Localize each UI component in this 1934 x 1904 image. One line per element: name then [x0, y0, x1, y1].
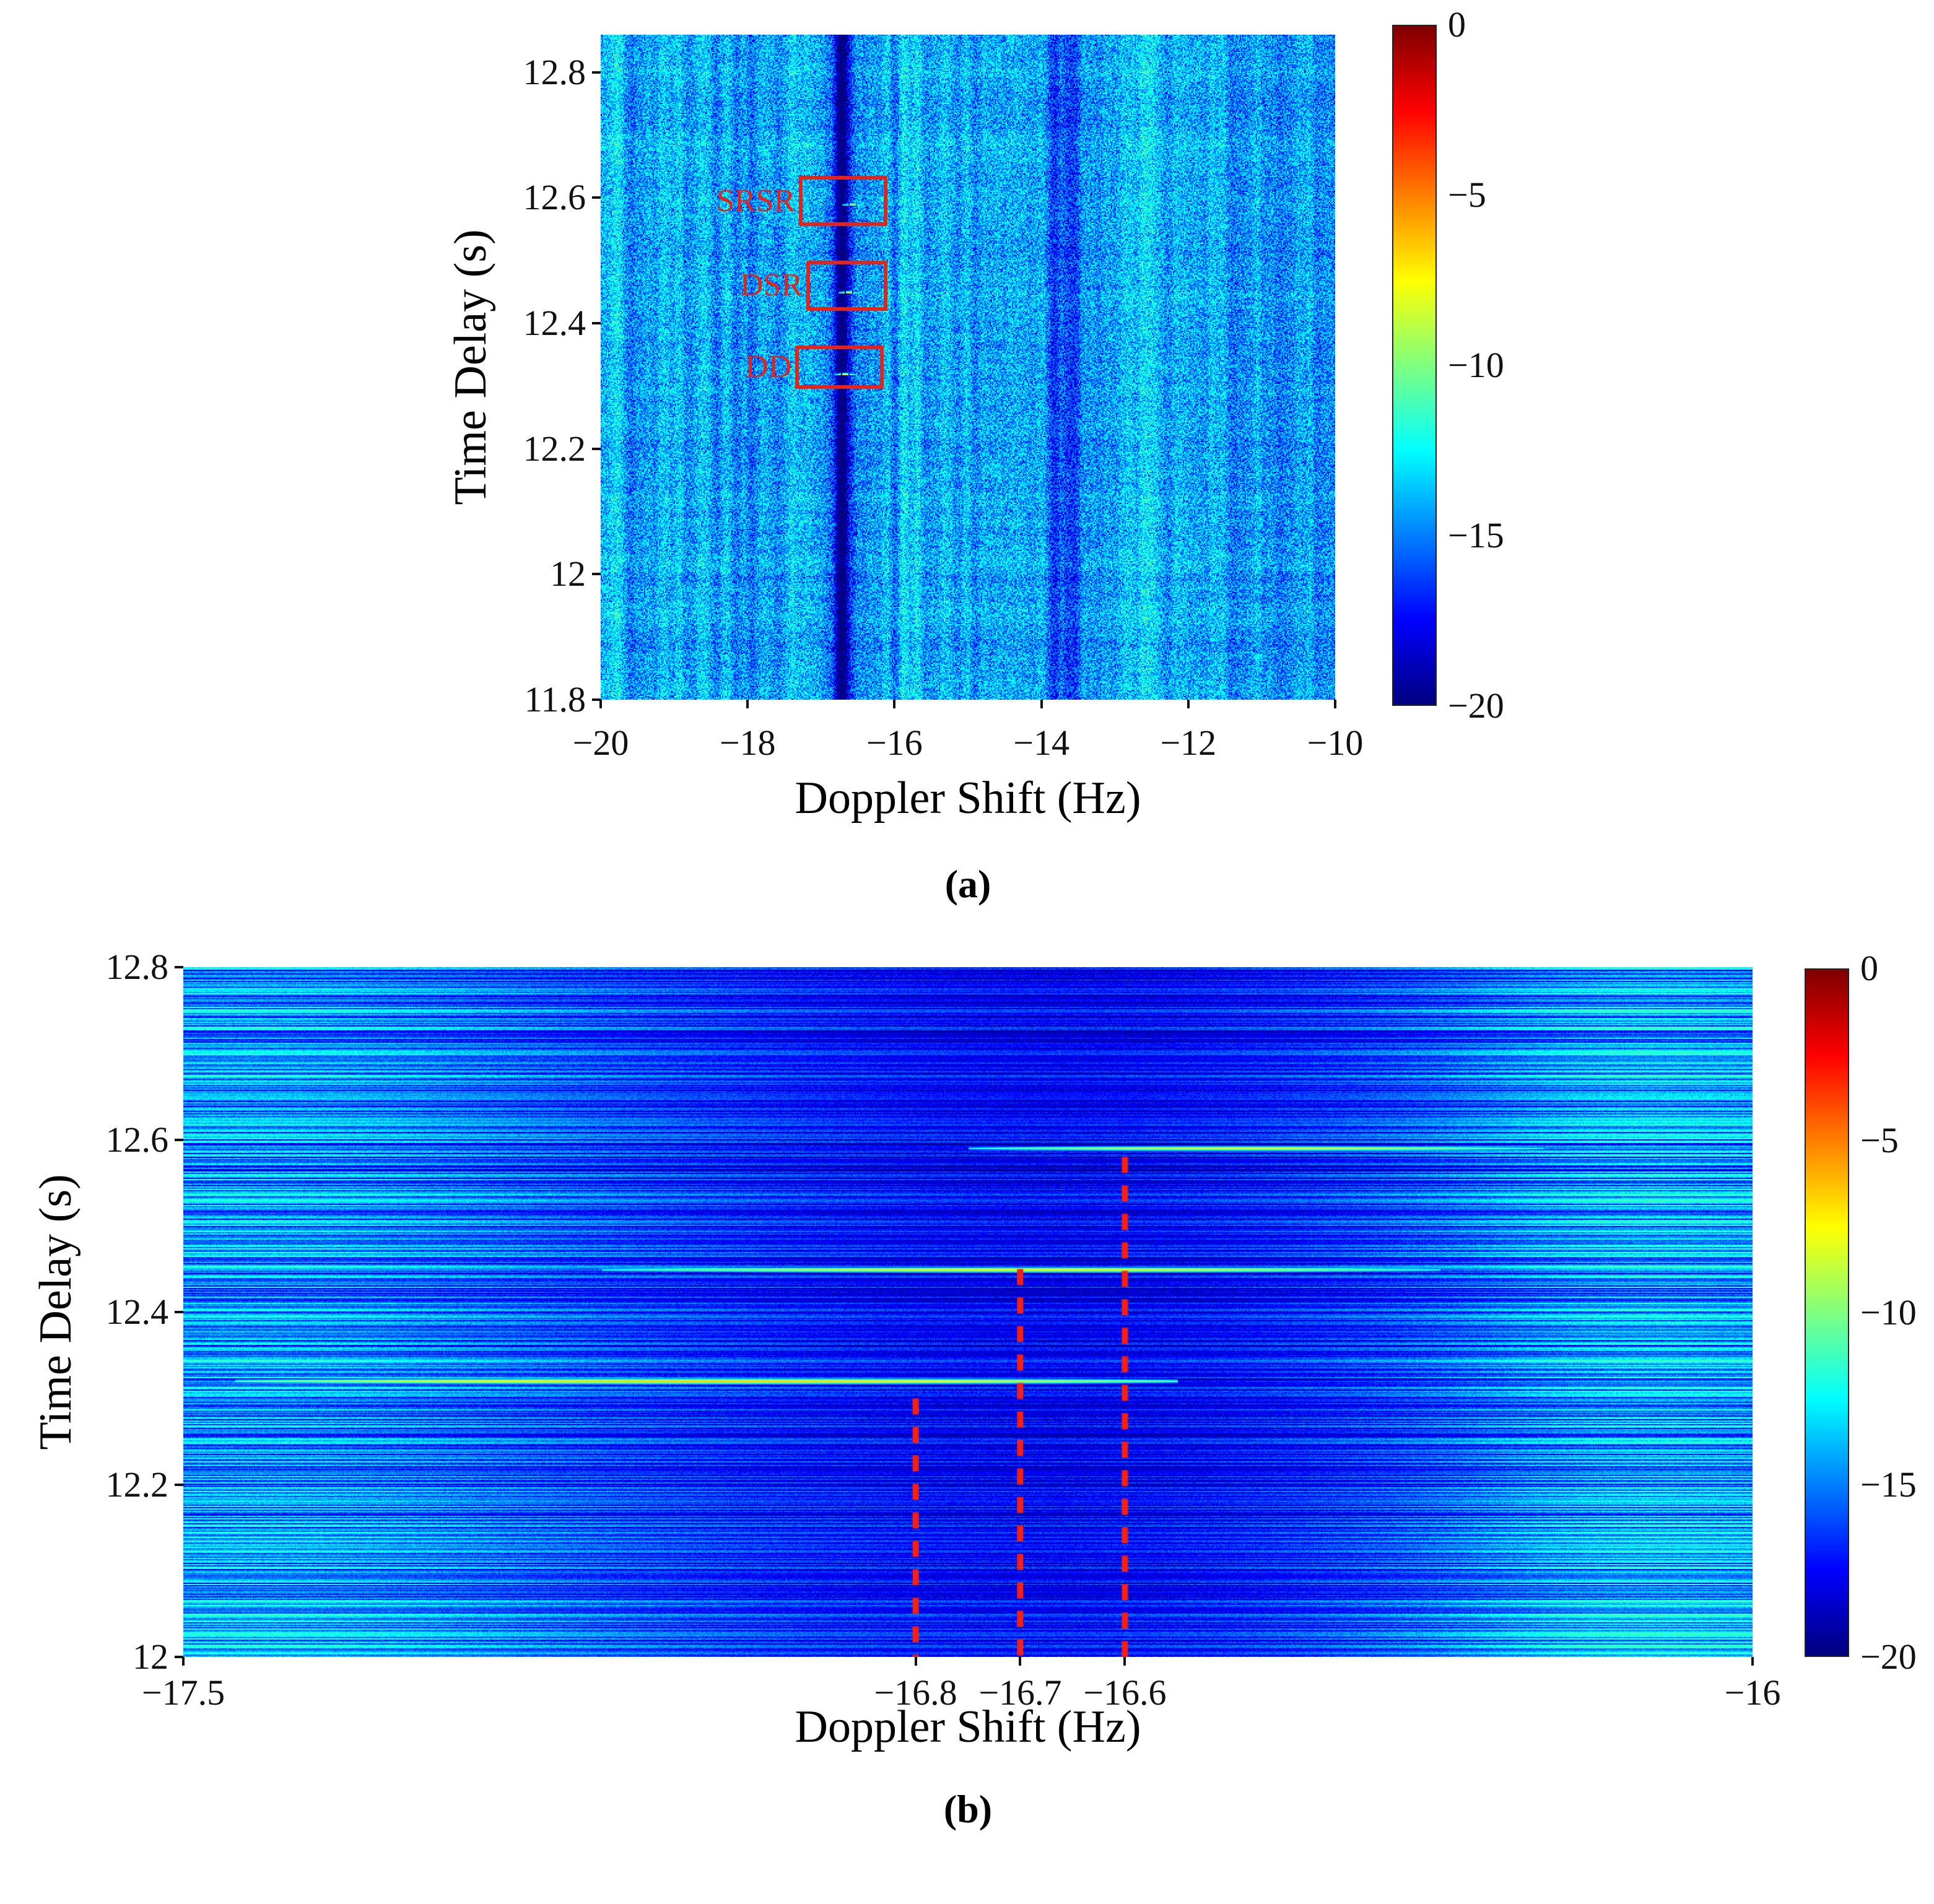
- colorbar-tick-label: −5: [1860, 1120, 1899, 1160]
- x-tick-mark: [893, 700, 896, 708]
- x-tick-mark: [182, 1657, 185, 1666]
- y-tick-label: 11.8: [524, 679, 586, 719]
- y-tick-label: 12.2: [523, 428, 586, 469]
- colorbar-tick-label: −15: [1448, 515, 1504, 555]
- y-tick-label: 12.6: [523, 177, 586, 218]
- x-tick-mark: [1187, 700, 1190, 708]
- colorbar-tick-label: −10: [1860, 1292, 1917, 1332]
- colorbar-panel-a: [1392, 25, 1437, 706]
- x-tick-mark: [746, 700, 749, 708]
- annotation-label-dd: DD: [745, 349, 792, 385]
- colorbar-tick-label: −20: [1448, 685, 1504, 726]
- y-tick-mark: [592, 698, 601, 701]
- annotation-box-srsr: [799, 175, 887, 227]
- x-axis-label-b: Doppler Shift (Hz): [795, 1702, 1141, 1752]
- x-tick-mark: [1123, 1657, 1126, 1666]
- y-tick-mark: [592, 71, 601, 74]
- x-tick-label: −16.6: [1083, 1672, 1167, 1713]
- colorbar-tick-label: 0: [1860, 948, 1878, 988]
- y-tick-label: 12.2: [105, 1464, 169, 1505]
- y-tick-label: 12.4: [105, 1292, 169, 1332]
- x-tick-label: −20: [572, 723, 629, 763]
- y-tick-mark: [175, 966, 183, 968]
- y-tick-label: 12: [550, 554, 586, 594]
- y-tick-label: 12: [133, 1637, 168, 1677]
- x-tick-label: −16.7: [978, 1672, 1062, 1713]
- colorbar-tick-label: −5: [1448, 175, 1486, 215]
- y-tick-mark: [175, 1656, 183, 1658]
- x-tick-label: −17.5: [141, 1672, 225, 1713]
- y-tick-mark: [592, 447, 601, 450]
- colorbar-tick-label: 0: [1448, 4, 1466, 45]
- heatmap-panel-a: [601, 35, 1335, 700]
- y-tick-mark: [592, 322, 601, 325]
- colorbar-tick-label: −20: [1860, 1637, 1917, 1677]
- y-tick-label: 12.4: [523, 303, 586, 344]
- y-tick-mark: [175, 1138, 183, 1141]
- x-tick-mark: [914, 1657, 917, 1666]
- y-tick-mark: [175, 1311, 183, 1313]
- x-tick-label: −14: [1013, 723, 1069, 763]
- y-tick-mark: [592, 573, 601, 576]
- annotation-label-srsr: SRSR: [717, 183, 796, 219]
- y-tick-label: 12.8: [523, 51, 586, 92]
- x-tick-label: −18: [719, 723, 776, 763]
- x-tick-mark: [1040, 700, 1043, 708]
- annotation-box-dd: [795, 345, 884, 389]
- colorbar-tick-label: −15: [1860, 1464, 1917, 1505]
- x-tick-mark: [1751, 1657, 1754, 1666]
- y-tick-label: 12.8: [105, 947, 169, 987]
- annotation-box-dsr: [806, 260, 887, 311]
- x-tick-label: −10: [1307, 723, 1364, 763]
- x-axis-label-a: Doppler Shift (Hz): [795, 773, 1141, 824]
- y-tick-label: 12.6: [105, 1119, 169, 1160]
- panel-label-a: (a): [944, 862, 991, 906]
- x-tick-mark: [599, 700, 602, 708]
- x-tick-mark: [1019, 1657, 1022, 1666]
- colorbar-tick-label: −10: [1448, 345, 1504, 385]
- y-tick-mark: [592, 196, 601, 199]
- heatmap-panel-b: [183, 967, 1753, 1657]
- x-tick-label: −16.8: [874, 1672, 957, 1713]
- x-tick-mark: [1334, 700, 1336, 708]
- colorbar-panel-b: [1805, 968, 1849, 1657]
- panel-label-b: (b): [943, 1787, 993, 1831]
- y-tick-mark: [175, 1483, 183, 1486]
- x-tick-label: −12: [1160, 723, 1217, 763]
- x-tick-label: −16: [1724, 1672, 1781, 1713]
- x-tick-label: −16: [866, 723, 923, 763]
- annotation-label-dsr: DSR: [739, 267, 803, 303]
